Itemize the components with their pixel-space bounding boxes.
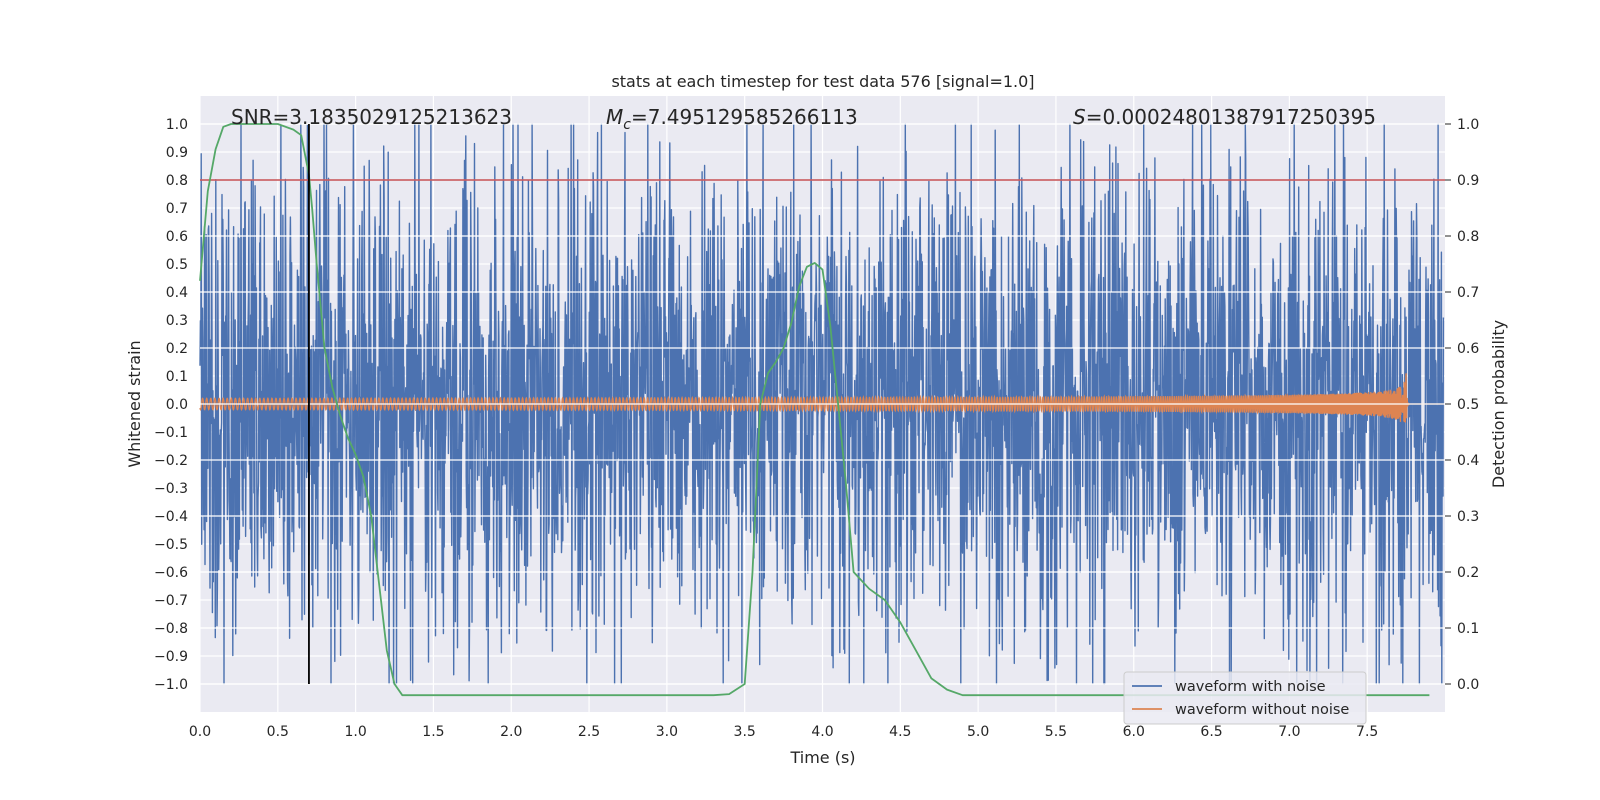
y-tick-label: 0.4	[166, 285, 188, 301]
y-tick-label: 0.1	[166, 369, 188, 385]
y2-tick-label: 0.0	[1457, 677, 1479, 693]
x-tick-label: 3.5	[734, 724, 756, 740]
x-tick-label: 1.5	[422, 724, 444, 740]
x-tick-label: 1.0	[344, 724, 366, 740]
axes: 0.0 0.5 1.0 1.5 2.0 2.5 3.0 3.5 4.0 4.5 5.0 5.5 6.0 6…	[154, 117, 1479, 740]
y2-tick-label: 0.8	[1457, 229, 1479, 245]
y-tick-label: 0.7	[166, 201, 188, 217]
y-tick-label: 0.3	[166, 313, 188, 329]
x-tick-label: 7.5	[1356, 724, 1378, 740]
x-tick-label: 4.5	[889, 724, 911, 740]
y-tick-label: −0.1	[154, 425, 188, 441]
y2-tick-label: 1.0	[1457, 117, 1479, 133]
snr-annotation: SNR=3.1835029125213623	[231, 105, 512, 129]
x-tick-label: 0.5	[267, 724, 289, 740]
y-tick-label: 0.0	[166, 397, 188, 413]
y-tick-label: −0.9	[154, 649, 188, 665]
series-waveform-with-noise	[199, 123, 1445, 685]
overlay-lines	[199, 123, 1445, 697]
y2-tick-label: 0.1	[1457, 621, 1479, 637]
x-tick-label: 0.0	[189, 724, 211, 740]
legend: waveform with noise waveform without noi…	[1123, 671, 1367, 725]
series-waveform-without-noise	[199, 373, 1444, 423]
x-tick-label: 5.5	[1045, 724, 1067, 740]
x-tick-label: 2.0	[500, 724, 522, 740]
x-tick-label: 2.5	[578, 724, 600, 740]
right-axis-gridlines	[200, 123, 1445, 685]
noise-trace	[199, 123, 1445, 685]
y2-tick-label: 0.7	[1457, 285, 1479, 301]
chirp-mass-subscript: c	[623, 117, 631, 133]
y-tick-label: 0.2	[166, 341, 188, 357]
s-value: =0.00024801387917250395	[1086, 105, 1376, 129]
y-tick-label: −0.8	[154, 621, 188, 637]
y2-tick-label: 0.2	[1457, 565, 1479, 581]
y2-axis-label: Detection probability	[1489, 320, 1508, 488]
y-tick-label: −0.3	[154, 481, 188, 497]
x-tick-label: 6.0	[1123, 724, 1145, 740]
y2-tick-label: 0.4	[1457, 453, 1479, 469]
x-tick-label: 3.0	[656, 724, 678, 740]
x-tick-label: 5.0	[967, 724, 989, 740]
y-tick-label: 0.8	[166, 173, 188, 189]
legend-box	[1123, 671, 1367, 725]
s-annotation: S=0.00024801387917250395	[1073, 105, 1376, 129]
y-tick-label: −1.0	[154, 677, 188, 693]
x-tick-label: 4.0	[811, 724, 833, 740]
x-axis-label: Time (s)	[789, 748, 855, 767]
x-tick-label: 7.0	[1278, 724, 1300, 740]
y-tick-label: −0.2	[154, 453, 188, 469]
y-tick-label: 1.0	[166, 117, 188, 133]
x-tick-label: 6.5	[1200, 724, 1222, 740]
y-tick-label: 0.6	[166, 229, 188, 245]
y-axis-label: Whitened strain	[125, 340, 144, 467]
chart-title: stats at each timestep for test data 576…	[611, 72, 1034, 91]
y2-tick-label: 0.9	[1457, 173, 1479, 189]
y-tick-label: −0.4	[154, 509, 188, 525]
chirp-mass-symbol: M	[606, 105, 623, 129]
chirp-mass-annotation: Mc=7.495129585266113	[606, 105, 858, 133]
chirp-trace	[199, 373, 1444, 423]
y2-tick-label: 0.3	[1457, 509, 1479, 525]
y-tick-label: −0.5	[154, 537, 188, 553]
y-tick-label: 0.5	[166, 257, 188, 273]
chirp-mass-value: =7.495129585266113	[631, 105, 858, 129]
y-tick-label: −0.6	[154, 565, 188, 581]
legend-label-noise: waveform with noise	[1175, 679, 1326, 695]
s-symbol: S	[1073, 105, 1086, 129]
y2-tick-label: 0.5	[1457, 397, 1479, 413]
detection-probability-line	[199, 123, 1430, 697]
y2-tick-label: 0.6	[1457, 341, 1479, 357]
y-tick-label: −0.7	[154, 593, 188, 609]
y-tick-label: 0.9	[166, 145, 188, 161]
legend-label-clean: waveform without noise	[1175, 702, 1349, 718]
